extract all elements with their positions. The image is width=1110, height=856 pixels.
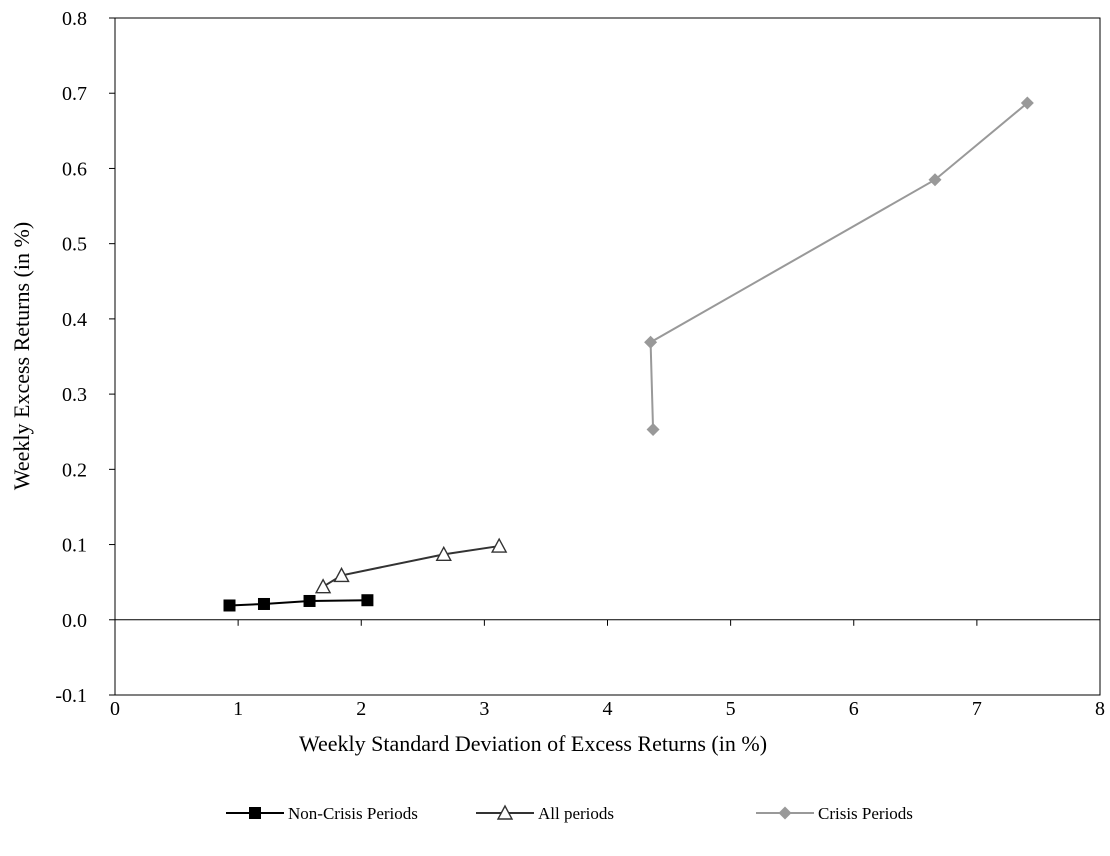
data-point — [644, 335, 658, 349]
data-point — [303, 594, 316, 607]
legend-item: Non-Crisis Periods — [226, 804, 418, 823]
x-tick-label: 7 — [972, 698, 982, 720]
y-tick-label: 0.3 — [62, 384, 87, 406]
x-tick-label: 3 — [479, 698, 489, 720]
y-tick-label: 0.0 — [62, 610, 87, 632]
y-tick-label: 0.5 — [62, 234, 87, 256]
data-point — [314, 578, 332, 594]
data-point — [333, 566, 350, 583]
x-tick-label: 4 — [603, 698, 613, 720]
data-point — [223, 599, 236, 612]
series-crisis-periods — [644, 96, 1034, 436]
data-point — [361, 594, 374, 607]
y-tick-label: 0.8 — [62, 8, 87, 30]
series-line — [229, 599, 368, 607]
y-tick-label: 0.2 — [62, 459, 87, 481]
y-tick-label: 0.7 — [62, 83, 87, 105]
data-point — [646, 422, 660, 436]
series-line — [322, 545, 500, 588]
data-point — [490, 537, 508, 553]
legend-marker — [778, 806, 792, 820]
y-tick-label: 0.4 — [62, 309, 87, 331]
x-tick-label: 6 — [849, 698, 859, 720]
legend-label: Crisis Periods — [818, 804, 913, 823]
x-tick-label: 5 — [726, 698, 736, 720]
data-point — [257, 597, 270, 610]
series-all-periods — [314, 537, 508, 594]
y-tick-label: 0.1 — [62, 535, 87, 557]
legend-label: Non-Crisis Periods — [288, 804, 418, 823]
x-axis-title: Weekly Standard Deviation of Excess Retu… — [299, 731, 767, 756]
series-non-crisis-periods — [223, 594, 374, 612]
legend-label: All periods — [538, 804, 614, 823]
legend-marker — [249, 807, 261, 819]
legend-item: All periods — [476, 804, 614, 823]
x-tick-label: 1 — [233, 698, 243, 720]
series-line — [649, 102, 1028, 430]
legend: Non-Crisis Periods All periods Crisis Peri… — [226, 804, 913, 823]
y-tick-label: 0.6 — [62, 158, 87, 180]
x-tick-label: 0 — [110, 698, 120, 720]
series-layer — [223, 96, 1034, 612]
y-axis-title: Weekly Excess Returns (in %) — [9, 222, 34, 490]
y-tick-label: -0.1 — [55, 685, 87, 707]
data-point — [1020, 96, 1034, 110]
plot-area — [114, 17, 1101, 696]
data-point — [928, 173, 942, 187]
x-tick-label: 2 — [356, 698, 366, 720]
legend-item: Crisis Periods — [756, 804, 913, 823]
legend-marker — [496, 804, 514, 820]
axes: 0 1 2 3 4 5 6 7 8 -0.1 0.0 0.1 0.2 0.3 0.4 0.5 0.6 0.7 0.8 — [55, 8, 1105, 720]
data-point — [435, 545, 452, 562]
x-tick-label: 8 — [1095, 698, 1105, 720]
